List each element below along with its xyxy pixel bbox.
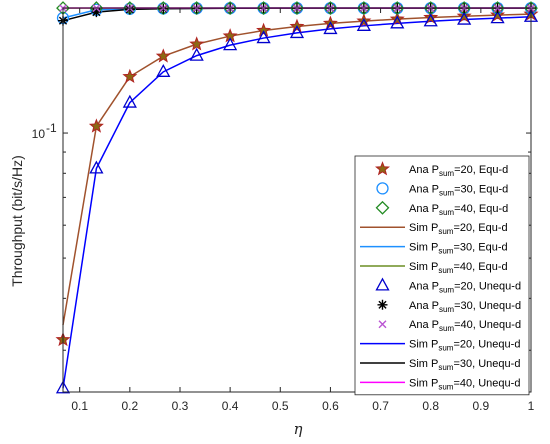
data-point — [390, 15, 405, 29]
x-tick-label: 1 — [528, 399, 535, 413]
legend-entry: Sim Psum=30, Unequ-d — [409, 358, 520, 372]
legend-entry: Ana Psum=30, Equ-d — [409, 183, 508, 197]
legend-entry: Sim Psum=20, Equ-d — [409, 222, 508, 236]
data-point — [156, 1, 171, 16]
y-tick-label-exponent: -1 — [46, 121, 57, 135]
data-point — [289, 25, 305, 39]
data-point — [189, 47, 204, 61]
data-point — [223, 37, 238, 51]
legend-entry: Ana Psum=40, Unequ-d — [409, 319, 521, 333]
x-tick-label: 0.9 — [473, 399, 490, 413]
legend-entry: Ana Psum=40, Equ-d — [409, 203, 508, 217]
x-tick-label: 0.5 — [272, 399, 289, 413]
x-tick-label: 0.7 — [372, 399, 389, 413]
data-point — [55, 380, 71, 394]
data-point — [456, 8, 472, 23]
legend-entry: Ana Psum=20, Unequ-d — [409, 280, 521, 294]
plot-frame — [62, 7, 532, 393]
legend-swatch-marker — [377, 299, 388, 310]
y-tick-label: 10 — [32, 127, 46, 141]
legend-swatch-marker — [376, 182, 389, 195]
data-point — [490, 1, 505, 16]
data-point — [356, 17, 371, 31]
data-point — [122, 94, 137, 108]
data-point — [490, 10, 505, 24]
series-markers-6 — [55, 8, 539, 394]
data-point — [189, 36, 205, 51]
axes: 0.1 0.2 0.3 0.4 0.5 0.6 0.7 0.8 0.9 1 10 -1 — [32, 7, 535, 413]
data-point — [390, 1, 405, 16]
data-point — [389, 11, 405, 26]
legend-entry: Sim Psum=40, Unequ-d — [409, 377, 520, 391]
legend-swatch-marker — [375, 161, 390, 176]
x-tick-label: 0.8 — [422, 399, 439, 413]
legend-swatch-marker — [378, 320, 387, 329]
data-point — [323, 21, 338, 35]
data-point — [122, 68, 138, 84]
x-tick-label: 0.1 — [71, 399, 88, 413]
data-point — [256, 22, 272, 37]
legend-entry: Sim Psum=40, Equ-d — [409, 261, 508, 275]
data-point — [256, 1, 271, 16]
legend: Ana Psum=20, Equ-d Ana Psum=30, Equ-d Ana … — [354, 155, 530, 396]
data-point — [88, 118, 104, 133]
series-line-9 — [62, 16, 532, 389]
legend-swatch-marker — [375, 277, 390, 291]
data-point — [155, 48, 171, 63]
data-point — [189, 1, 204, 16]
data-point — [256, 30, 271, 44]
data-point — [356, 1, 371, 16]
legend-entry: Ana Psum=30, Unequ-d — [409, 300, 521, 314]
legend-entry: Sim Psum=20, Unequ-d — [409, 339, 520, 353]
legend-box — [354, 155, 530, 396]
data-point — [423, 13, 438, 27]
legend-swatch-marker — [375, 200, 390, 215]
x-axis-label: η — [294, 420, 303, 438]
data-point — [223, 1, 238, 16]
data-point — [423, 9, 439, 24]
data-point — [290, 1, 304, 16]
legend-entry: Sim Psum=30, Equ-d — [409, 242, 508, 256]
data-point — [156, 63, 171, 77]
data-point — [91, 7, 102, 18]
y-axis-label: Throughput (bit/s/Hz) — [9, 155, 25, 287]
x-tick-label: 0.4 — [222, 399, 239, 413]
x-tick-label: 0.3 — [172, 399, 189, 413]
legend-entry: Ana Psum=20, Equ-d — [409, 164, 508, 178]
data-point — [89, 160, 104, 174]
x-tick-label: 0.6 — [322, 399, 339, 413]
data-point — [323, 1, 338, 16]
data-point — [457, 11, 472, 25]
x-tick-label: 0.2 — [121, 399, 138, 413]
